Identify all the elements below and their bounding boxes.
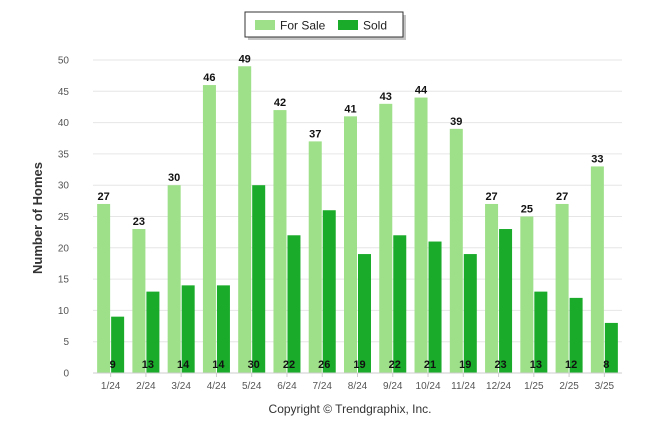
y-tick-label: 35 (58, 149, 70, 160)
bar-for-sale[interactable] (520, 216, 534, 374)
x-tick-label: 4/24 (207, 381, 227, 392)
bar-for-sale[interactable] (449, 128, 463, 373)
bar-label-for-sale: 41 (344, 103, 356, 115)
x-tick-label: 2/24 (136, 381, 156, 392)
legend-label[interactable]: Sold (363, 19, 387, 33)
bar-label-for-sale: 33 (591, 153, 603, 165)
bar-sold[interactable] (358, 254, 371, 373)
y-tick-label: 40 (58, 118, 70, 129)
bar-for-sale[interactable] (379, 103, 393, 373)
x-tick-label: 1/24 (101, 381, 121, 392)
bar-sold[interactable] (534, 291, 548, 373)
bar-label-sold: 21 (424, 359, 436, 371)
bar-sold[interactable] (499, 229, 513, 373)
y-axis-title: Number of Homes (30, 162, 45, 274)
bar-for-sale[interactable] (132, 229, 146, 373)
bar-sold[interactable] (252, 185, 266, 373)
legend[interactable]: For Sale Sold (244, 11, 406, 40)
y-tick-label: 10 (58, 306, 70, 317)
copyright-text: Copyright © Trendgraphix, Inc. (269, 402, 432, 416)
bar-for-sale[interactable] (167, 185, 181, 373)
bar-for-sale[interactable] (555, 203, 569, 373)
x-tick-label: 8/24 (348, 381, 368, 392)
x-tick-label: 10/24 (416, 381, 441, 392)
y-axis-ticks: 0 5 10 15 20 25 30 35 40 45 50 (58, 56, 70, 380)
y-tick-label: 25 (58, 212, 70, 223)
bar-for-sale[interactable] (202, 85, 216, 373)
legend-swatch[interactable] (338, 20, 358, 30)
x-axis-ticks: 1/24 2/24 3/24 4/24 5/24 6/24 7/24 8/24 9/24 10/2… (101, 373, 615, 392)
bars (97, 66, 618, 373)
bar-for-sale[interactable] (308, 141, 322, 373)
x-tick-label: 3/25 (595, 381, 615, 392)
y-tick-label: 20 (58, 243, 70, 254)
bar-for-sale[interactable] (97, 203, 111, 373)
bar-label-for-sale: 42 (274, 97, 286, 109)
bar-label-for-sale: 27 (98, 191, 110, 203)
bar-sold[interactable] (604, 322, 618, 373)
bar-label-for-sale: 44 (415, 85, 428, 97)
bar-for-sale[interactable] (344, 116, 357, 373)
bar-value-labels: 27 9 23 13 30 14 46 14 49 30 42 22 37 26 41 19 43 22 44 21 3… (98, 53, 610, 371)
x-tick-label: 1/25 (524, 381, 544, 392)
bar-label-sold: 14 (212, 359, 225, 371)
bar-label-sold: 14 (177, 359, 190, 371)
bar-label-for-sale: 39 (450, 116, 462, 128)
bar-label-sold: 19 (353, 359, 365, 371)
x-tick-label: 7/24 (312, 381, 332, 392)
x-tick-label: 2/25 (559, 381, 579, 392)
bar-label-sold: 26 (318, 359, 330, 371)
y-tick-label: 45 (58, 87, 70, 98)
bar-sold[interactable] (463, 254, 477, 373)
x-tick-label: 5/24 (242, 381, 262, 392)
bar-for-sale[interactable] (590, 166, 604, 373)
bar-label-sold: 22 (283, 359, 295, 371)
bar-label-sold: 23 (494, 359, 506, 371)
bar-sold[interactable] (428, 241, 442, 373)
x-tick-label: 11/24 (451, 381, 476, 392)
bar-label-for-sale: 23 (133, 216, 145, 228)
bar-label-for-sale: 25 (521, 204, 533, 216)
y-tick-label: 15 (58, 275, 70, 286)
bar-label-sold: 9 (110, 359, 116, 371)
bar-label-sold: 22 (389, 359, 401, 371)
bar-sold[interactable] (393, 235, 407, 373)
bar-for-sale[interactable] (238, 66, 252, 373)
bar-label-for-sale: 37 (309, 128, 321, 140)
y-tick-label: 5 (63, 337, 69, 348)
bar-label-sold: 12 (565, 359, 577, 371)
y-tick-label: 0 (63, 369, 69, 380)
bar-label-for-sale: 30 (168, 172, 180, 184)
x-tick-label: 3/24 (171, 381, 191, 392)
bar-sold[interactable] (287, 235, 301, 373)
bar-label-sold: 8 (603, 359, 609, 371)
bar-sold[interactable] (216, 285, 230, 373)
bar-label-sold: 13 (142, 359, 154, 371)
bar-label-for-sale: 27 (556, 191, 568, 203)
y-tick-label: 30 (58, 181, 70, 192)
bar-for-sale[interactable] (414, 97, 428, 373)
bar-label-for-sale: 46 (203, 72, 215, 84)
bar-for-sale[interactable] (485, 203, 499, 373)
bar-sold[interactable] (181, 285, 195, 373)
bar-sold[interactable] (111, 316, 125, 373)
legend-label[interactable]: For Sale (280, 19, 326, 33)
bar-label-sold: 30 (248, 359, 260, 371)
bar-for-sale[interactable] (273, 110, 287, 373)
bar-sold[interactable] (146, 291, 160, 373)
bar-sold[interactable] (569, 297, 583, 373)
legend-swatch[interactable] (255, 20, 275, 30)
bar-label-sold: 13 (530, 359, 542, 371)
bar-sold[interactable] (322, 210, 336, 373)
bar-label-sold: 19 (459, 359, 471, 371)
y-tick-label: 50 (58, 56, 70, 67)
x-tick-label: 9/24 (383, 381, 403, 392)
x-tick-label: 6/24 (277, 381, 297, 392)
bar-label-for-sale: 49 (239, 53, 251, 65)
bar-label-for-sale: 43 (380, 91, 392, 103)
x-tick-label: 12/24 (486, 381, 511, 392)
bar-label-for-sale: 27 (485, 191, 497, 203)
grid-lines (93, 59, 622, 343)
